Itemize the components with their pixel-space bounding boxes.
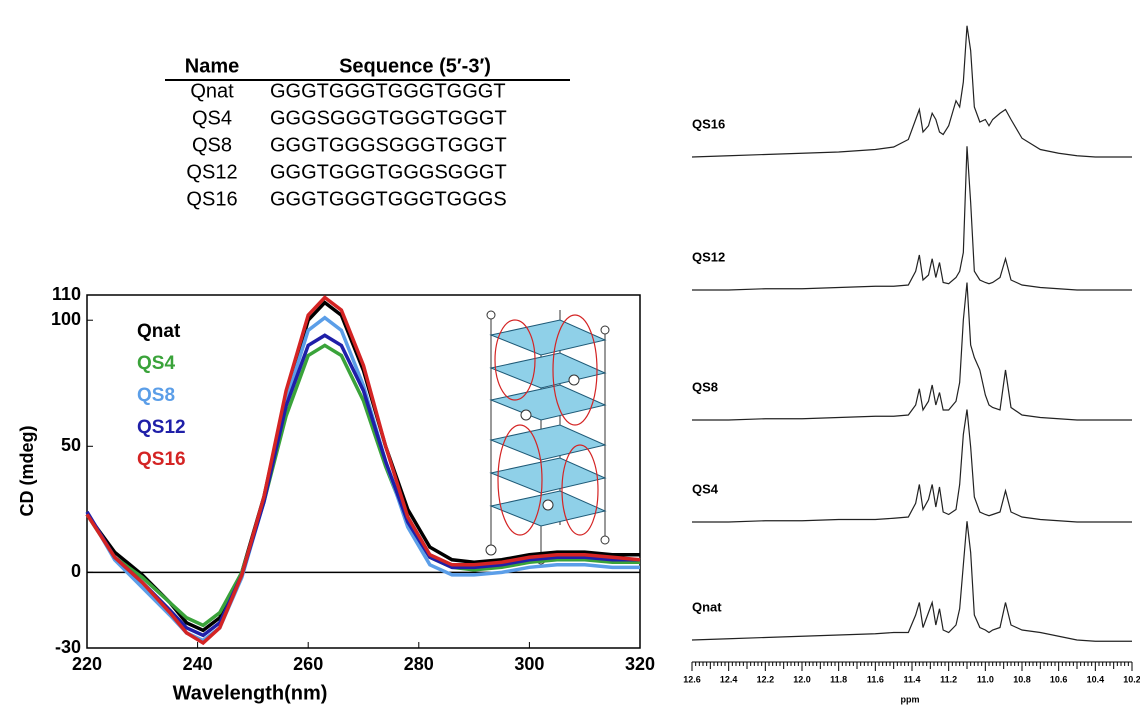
x-axis-label: Wavelength(nm) [173, 682, 328, 704]
x-tick-label: 11.2 [940, 674, 957, 684]
x-tick-label: 11.6 [867, 674, 884, 684]
table-cell: GGGTGGGTGGGTGGGT [270, 80, 506, 102]
legend-label: QS8 [137, 385, 175, 406]
x-tick-label: 220 [72, 654, 102, 674]
x-tick-label: 10.8 [1013, 674, 1031, 684]
nmr-spectrum [692, 282, 1132, 421]
spectrum-label: Qnat [692, 599, 722, 614]
nmr-spectrum [692, 146, 1132, 291]
table-header: Name [185, 55, 239, 77]
x-tick-label: 10.6 [1050, 674, 1068, 684]
x-tick-label: 280 [404, 654, 434, 674]
x-tick-label: 11.4 [903, 674, 920, 684]
y-tick-label: 110 [52, 284, 81, 304]
x-tick-label: 260 [293, 654, 323, 674]
x-tick-label: 11.8 [830, 674, 847, 684]
x-tick-label: 300 [514, 654, 544, 674]
x-tick-label: 320 [625, 654, 655, 674]
sequence-table: Name Sequence (5′-3′) [165, 55, 570, 81]
legend-label: QS16 [137, 449, 186, 470]
y-tick-label: -30 [55, 637, 81, 657]
table-cell: QS16 [186, 188, 237, 210]
legend-label: QS4 [137, 353, 175, 374]
nmr-spectrum [691, 25, 1132, 158]
cd-line [85, 343, 640, 628]
y-tick-label: 0 [71, 561, 81, 581]
cd-line [85, 295, 641, 646]
x-tick-label: 12.2 [757, 674, 775, 684]
spectrum-label: QS4 [692, 481, 719, 496]
nmr-spectrum [691, 521, 1132, 642]
table-cell: QS4 [192, 107, 232, 129]
x-tick-label: 10.2 [1123, 674, 1140, 684]
plot-frame [86, 294, 641, 649]
cd-line [85, 333, 640, 638]
table-header: Sequence (5′-3′) [339, 55, 491, 77]
legend-label: QS12 [137, 417, 186, 438]
table-cell: GGGSGGGTGGGTGGGT [270, 107, 507, 129]
y-axis-label: CD (mdeg) [17, 426, 37, 517]
cd-line [85, 300, 640, 633]
table-cell: QS8 [192, 134, 232, 156]
x-tick-label: 12.6 [683, 674, 701, 684]
table-cell: GGGTGGGTGGGTGGGS [270, 188, 507, 210]
inset-structure [485, 310, 610, 565]
x-tick-label: 240 [183, 654, 213, 674]
x-tick-label: 12.4 [720, 674, 738, 684]
table-cell: QS12 [186, 161, 237, 183]
table-cell: GGGTGGGSGGGTGGGT [270, 134, 507, 156]
spectrum-label: QS12 [692, 249, 725, 264]
spectrum-label: QS16 [692, 116, 725, 131]
nmr-spectrum [692, 409, 1132, 523]
y-tick-label: 50 [61, 435, 81, 455]
spectrum-label: QS8 [692, 379, 718, 394]
y-tick-label: 100 [51, 309, 81, 329]
x-tick-label: 12.0 [793, 674, 811, 684]
x-axis-label: ppm [901, 694, 920, 704]
table-cell: Qnat [190, 80, 234, 102]
x-tick-label: 11.0 [977, 674, 994, 684]
legend-label: Qnat [137, 321, 181, 342]
table-cell: GGGTGGGTGGGSGGGT [270, 161, 507, 183]
x-tick-label: 10.4 [1087, 674, 1105, 684]
